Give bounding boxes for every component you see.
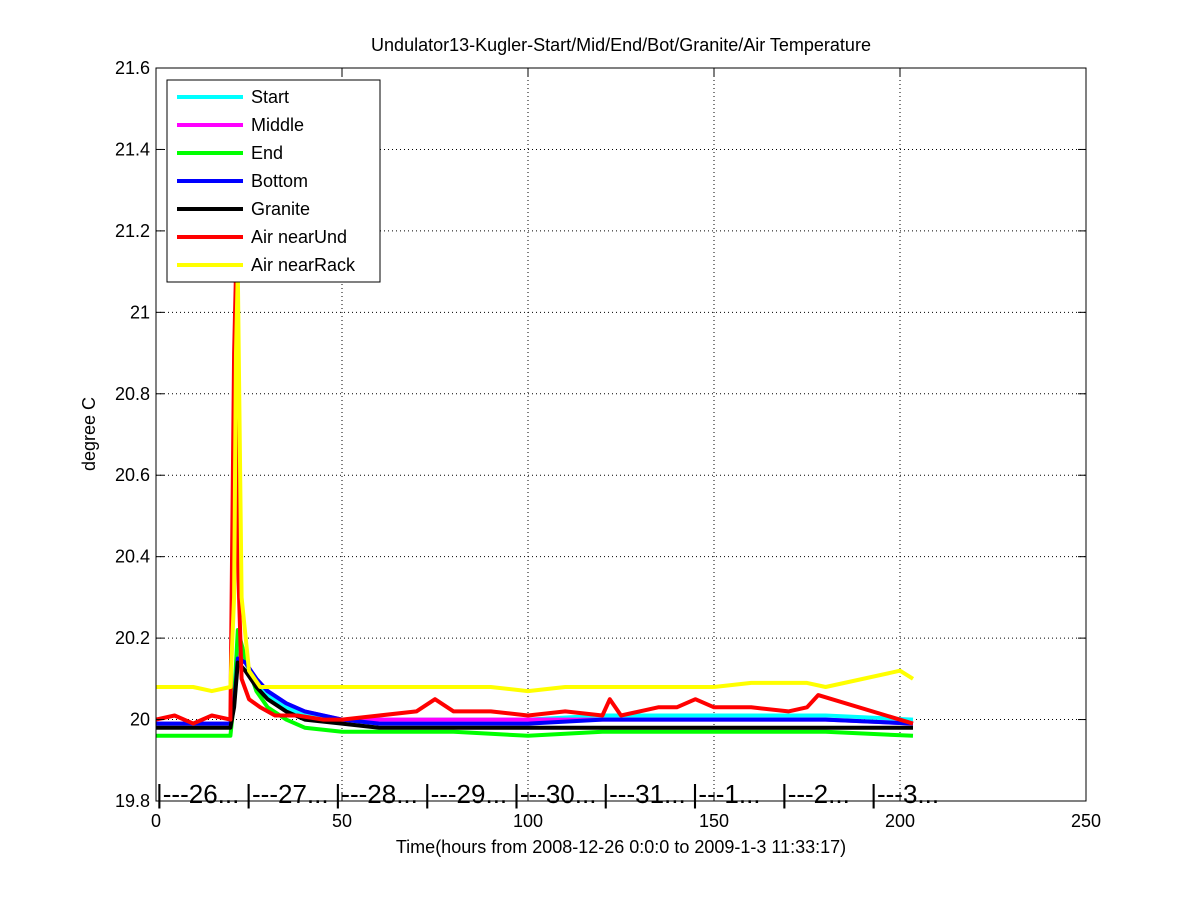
legend-label: Granite [251, 199, 310, 219]
y-tick-label: 19.8 [115, 791, 150, 811]
y-axis-label: degree C [79, 397, 99, 471]
y-tick-label: 21 [130, 302, 150, 322]
x-axis-label: Time(hours from 2008-12-26 0:0:0 to 2009… [396, 837, 846, 857]
legend-label: Air nearRack [251, 255, 356, 275]
x-tick-label: 150 [699, 811, 729, 831]
x-tick-label: 0 [151, 811, 161, 831]
series-line-granite [156, 660, 913, 730]
y-tick-label: 20 [130, 710, 150, 730]
series-line-air-nearrack [156, 269, 915, 694]
y-tick-label: 21.4 [115, 139, 150, 159]
chart-title: Undulator13-Kugler-Start/Mid/End/Bot/Gra… [371, 35, 871, 55]
legend-label: Air nearUnd [251, 227, 347, 247]
x-tick-label: 100 [513, 811, 543, 831]
day-markers: |---26... |---27... |---28... |---29... |---… [156, 779, 939, 809]
x-tick-label: 250 [1071, 811, 1101, 831]
day-marker-label: |---27... [245, 779, 328, 809]
day-marker-label: |---28... [335, 779, 418, 809]
legend-label: Start [251, 87, 289, 107]
plot-area-frame [155, 67, 1087, 802]
legend-label: Middle [251, 115, 304, 135]
day-marker-label: |---31... [602, 779, 685, 809]
y-tick-label: 21.2 [115, 221, 150, 241]
day-marker-label: |---3... [870, 779, 939, 809]
day-marker-label: |---29... [424, 779, 507, 809]
x-tick-label: 50 [332, 811, 352, 831]
legend-label: Bottom [251, 171, 308, 191]
day-marker-label: |---30... [513, 779, 596, 809]
y-tick-label: 20.6 [115, 465, 150, 485]
y-tick-label: 20.2 [115, 628, 150, 648]
axis-ticks: 0 50 100 150 200 250 19.8 20 20.2 20.4 20.6 20.8 21 2… [115, 58, 1101, 831]
legend-label: End [251, 143, 283, 163]
day-marker-label: |---26... [156, 779, 239, 809]
y-tick-label: 21.6 [115, 58, 150, 78]
y-tick-label: 20.4 [115, 547, 150, 567]
legend: Start Middle End Bottom Granite Air nearUnd Ai… [166, 79, 381, 283]
y-tick-label: 20.8 [115, 384, 150, 404]
day-marker-label: |---1... [692, 779, 761, 809]
series-lines [155, 269, 915, 738]
day-marker-label: |---2... [781, 779, 850, 809]
x-tick-label: 200 [885, 811, 915, 831]
